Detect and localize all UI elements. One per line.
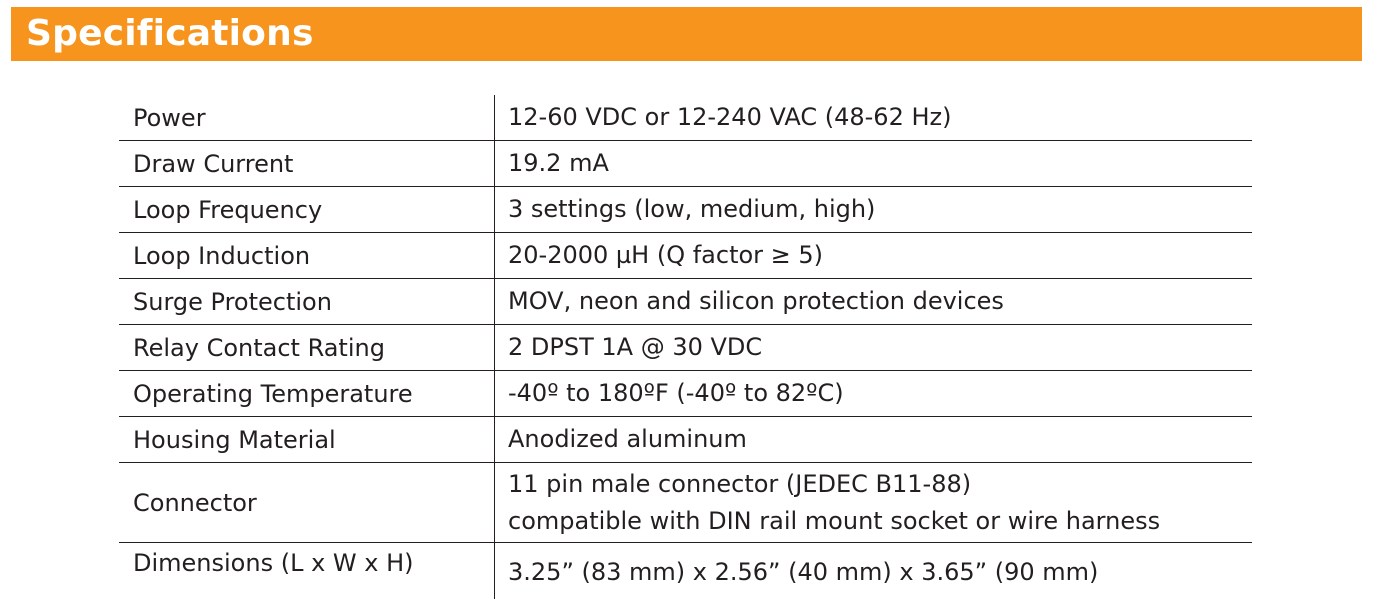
spec-value-line: 12-60 VDC or 12-240 VAC (48-62 Hz): [508, 103, 952, 131]
spec-value-line: 20-2000 µH (Q factor ≥ 5): [508, 241, 824, 269]
spec-value-line: Anodized aluminum: [508, 425, 747, 453]
spec-value-line: 19.2 mA: [508, 149, 609, 177]
table-row: Power 12-60 VDC or 12-240 VAC (48-62 Hz): [119, 95, 1252, 141]
spec-label: Power: [119, 95, 495, 140]
table-row: Loop Frequency 3 settings (low, medium, …: [119, 187, 1252, 233]
spec-value: 3 settings (low, medium, high): [495, 187, 1252, 232]
spec-value: 3.25” (83 mm) x 2.56” (40 mm) x 3.65” (9…: [495, 543, 1252, 599]
spec-value: Anodized aluminum: [495, 417, 1252, 462]
spec-value-line: -40º to 180ºF (-40º to 82ºC): [508, 379, 844, 407]
spec-label: Draw Current: [119, 141, 495, 186]
spec-value: 12-60 VDC or 12-240 VAC (48-62 Hz): [495, 95, 1252, 140]
spec-value: 2 DPST 1A @ 30 VDC: [495, 325, 1252, 370]
spec-value-line: compatible with DIN rail mount socket or…: [508, 506, 1161, 535]
table-row: Connector 11 pin male connector (JEDEC B…: [119, 463, 1252, 543]
table-row: Draw Current 19.2 mA: [119, 141, 1252, 187]
spec-value-line: 3.25” (83 mm) x 2.56” (40 mm) x 3.65” (9…: [508, 558, 1099, 586]
spec-value: -40º to 180ºF (-40º to 82ºC): [495, 371, 1252, 416]
table-row: Relay Contact Rating 2 DPST 1A @ 30 VDC: [119, 325, 1252, 371]
table-row: Operating Temperature -40º to 180ºF (-40…: [119, 371, 1252, 417]
spec-label: Dimensions (L x W x H): [119, 543, 495, 599]
table-row: Dimensions (L x W x H) 3.25” (83 mm) x 2…: [119, 543, 1252, 599]
spec-value-line: 3 settings (low, medium, high): [508, 195, 876, 223]
spec-value: 11 pin male connector (JEDEC B11-88) com…: [495, 463, 1252, 542]
section-title: Specifications: [26, 13, 314, 54]
spec-label: Loop Frequency: [119, 187, 495, 232]
table-row: Loop Induction 20-2000 µH (Q factor ≥ 5): [119, 233, 1252, 279]
table-row: Housing Material Anodized aluminum: [119, 417, 1252, 463]
spec-value-line: 11 pin male connector (JEDEC B11-88): [508, 469, 972, 498]
spec-value-line: 2 DPST 1A @ 30 VDC: [508, 333, 763, 361]
specifications-table: Power 12-60 VDC or 12-240 VAC (48-62 Hz)…: [119, 95, 1252, 599]
spec-label: Loop Induction: [119, 233, 495, 278]
spec-value-line: MOV, neon and silicon protection devices: [508, 287, 1004, 315]
spec-value: 20-2000 µH (Q factor ≥ 5): [495, 233, 1252, 278]
spec-value: 19.2 mA: [495, 141, 1252, 186]
spec-value: MOV, neon and silicon protection devices: [495, 279, 1252, 324]
spec-label: Operating Temperature: [119, 371, 495, 416]
spec-label: Housing Material: [119, 417, 495, 462]
table-row: Surge Protection MOV, neon and silicon p…: [119, 279, 1252, 325]
spec-label: Relay Contact Rating: [119, 325, 495, 370]
spec-label: Surge Protection: [119, 279, 495, 324]
section-header-banner: Specifications: [11, 7, 1362, 61]
spec-label: Connector: [119, 463, 495, 542]
